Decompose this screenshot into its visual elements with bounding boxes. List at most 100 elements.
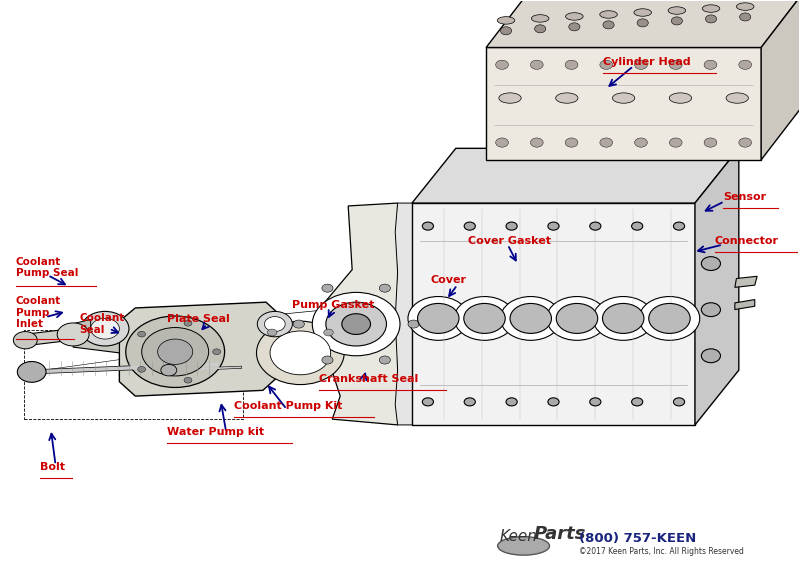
Circle shape — [81, 312, 129, 346]
Circle shape — [671, 17, 682, 25]
Circle shape — [740, 13, 750, 21]
Circle shape — [739, 138, 751, 147]
Circle shape — [126, 316, 225, 387]
Circle shape — [510, 303, 551, 334]
Circle shape — [556, 303, 598, 334]
Circle shape — [739, 60, 751, 69]
Polygon shape — [695, 148, 739, 425]
Polygon shape — [486, 0, 800, 47]
Circle shape — [603, 21, 614, 29]
Text: Pump Gasket: Pump Gasket — [292, 300, 374, 310]
Ellipse shape — [737, 3, 754, 10]
Circle shape — [704, 60, 717, 69]
Ellipse shape — [531, 14, 549, 22]
Circle shape — [408, 320, 419, 328]
Circle shape — [464, 222, 475, 230]
Circle shape — [184, 378, 192, 383]
Circle shape — [408, 296, 469, 340]
Circle shape — [138, 367, 146, 372]
Circle shape — [501, 27, 512, 35]
Circle shape — [590, 398, 601, 406]
Polygon shape — [71, 320, 90, 335]
Text: Cover Gasket: Cover Gasket — [468, 236, 550, 245]
Text: Coolant Pump Kit: Coolant Pump Kit — [234, 401, 342, 411]
Text: ©2017 Keen Parts, Inc. All Rights Reserved: ©2017 Keen Parts, Inc. All Rights Reserv… — [579, 547, 744, 556]
Circle shape — [379, 284, 390, 292]
Polygon shape — [24, 329, 71, 346]
Bar — [412, 203, 695, 425]
Circle shape — [267, 329, 277, 336]
Ellipse shape — [600, 11, 618, 18]
Circle shape — [501, 296, 561, 340]
Circle shape — [293, 320, 304, 328]
Circle shape — [637, 19, 648, 27]
Ellipse shape — [566, 13, 583, 20]
Text: Sensor: Sensor — [723, 192, 766, 202]
Circle shape — [265, 317, 286, 332]
Text: Cylinder Head: Cylinder Head — [603, 57, 691, 67]
Circle shape — [464, 398, 475, 406]
Circle shape — [422, 398, 434, 406]
Circle shape — [702, 256, 721, 270]
Circle shape — [496, 138, 509, 147]
Circle shape — [639, 296, 700, 340]
Circle shape — [534, 25, 546, 33]
Circle shape — [454, 296, 515, 340]
Circle shape — [57, 323, 89, 346]
Circle shape — [342, 314, 370, 335]
Text: Water Pump kit: Water Pump kit — [167, 427, 264, 437]
Circle shape — [631, 222, 642, 230]
Circle shape — [418, 303, 459, 334]
Circle shape — [312, 292, 400, 356]
Circle shape — [546, 296, 607, 340]
Circle shape — [670, 138, 682, 147]
Polygon shape — [735, 276, 757, 287]
Circle shape — [600, 138, 613, 147]
Polygon shape — [73, 327, 119, 353]
Circle shape — [322, 284, 333, 292]
Circle shape — [258, 312, 292, 337]
Circle shape — [324, 329, 334, 336]
Text: Bolt: Bolt — [40, 462, 65, 472]
Circle shape — [14, 332, 38, 349]
Ellipse shape — [670, 93, 691, 103]
Circle shape — [565, 60, 578, 69]
Circle shape — [631, 398, 642, 406]
Circle shape — [702, 349, 721, 362]
Circle shape — [674, 222, 685, 230]
Circle shape — [702, 303, 721, 317]
Circle shape — [422, 222, 434, 230]
Circle shape — [184, 320, 192, 326]
Bar — [24, 330, 243, 419]
Circle shape — [548, 398, 559, 406]
Ellipse shape — [702, 5, 720, 12]
Circle shape — [565, 138, 578, 147]
Circle shape — [530, 60, 543, 69]
Circle shape — [569, 23, 580, 31]
Circle shape — [142, 328, 209, 376]
Circle shape — [548, 222, 559, 230]
Ellipse shape — [634, 9, 651, 16]
Bar — [486, 47, 761, 160]
Ellipse shape — [668, 7, 686, 14]
Circle shape — [600, 60, 613, 69]
Polygon shape — [735, 299, 754, 310]
Circle shape — [161, 364, 177, 376]
Circle shape — [322, 356, 333, 364]
Text: Coolant
Pump
Inlet: Coolant Pump Inlet — [16, 296, 61, 329]
Text: (800) 757-KEEN: (800) 757-KEEN — [579, 532, 697, 545]
Circle shape — [138, 331, 146, 337]
Ellipse shape — [613, 93, 634, 103]
Text: Keen: Keen — [500, 529, 538, 544]
Circle shape — [593, 296, 654, 340]
Circle shape — [506, 398, 517, 406]
Circle shape — [670, 60, 682, 69]
Circle shape — [18, 361, 46, 382]
Polygon shape — [324, 203, 398, 425]
Circle shape — [90, 318, 119, 339]
Circle shape — [706, 15, 717, 23]
Circle shape — [634, 138, 647, 147]
Circle shape — [496, 60, 509, 69]
Text: Parts: Parts — [534, 525, 586, 544]
Circle shape — [327, 302, 385, 344]
